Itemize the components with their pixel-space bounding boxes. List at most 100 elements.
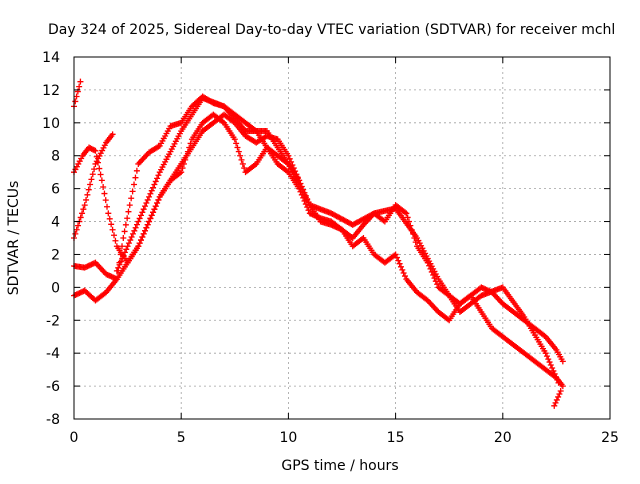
y-tick-label: -2 bbox=[46, 313, 60, 329]
y-tick-label: 0 bbox=[51, 280, 60, 296]
data-point bbox=[131, 227, 138, 234]
y-tick-label: -8 bbox=[46, 412, 60, 428]
data-point bbox=[133, 221, 140, 228]
data-point bbox=[138, 212, 144, 219]
data-point bbox=[541, 332, 548, 339]
data-point bbox=[92, 160, 99, 167]
data-point bbox=[77, 78, 84, 85]
data-point bbox=[88, 176, 95, 183]
data-point bbox=[305, 207, 312, 214]
x-tick-label: 0 bbox=[70, 430, 79, 446]
data-point bbox=[396, 260, 403, 267]
data-point bbox=[180, 160, 187, 167]
data-point bbox=[241, 165, 248, 172]
data-point bbox=[285, 152, 292, 159]
data-point bbox=[547, 362, 554, 369]
data-point bbox=[154, 200, 161, 207]
data-point bbox=[401, 209, 408, 216]
data-point bbox=[183, 152, 190, 159]
data-point bbox=[403, 210, 410, 217]
data-point bbox=[100, 144, 107, 151]
y-tick-label: 8 bbox=[51, 149, 60, 165]
data-point bbox=[122, 221, 129, 228]
data-point bbox=[444, 316, 451, 323]
data-point bbox=[399, 266, 406, 273]
data-point bbox=[146, 218, 153, 225]
data-point bbox=[559, 358, 566, 365]
data-point bbox=[143, 200, 150, 207]
data-point bbox=[150, 184, 157, 191]
data-point bbox=[182, 156, 189, 163]
data-point bbox=[135, 218, 142, 225]
data-point bbox=[301, 197, 308, 204]
data-point bbox=[404, 214, 411, 221]
data-point bbox=[184, 148, 191, 155]
data-point bbox=[108, 221, 115, 228]
plot-frame bbox=[73, 56, 611, 420]
data-point bbox=[125, 240, 132, 247]
data-point bbox=[125, 208, 132, 215]
y-tick-label: -4 bbox=[46, 346, 60, 362]
data-point bbox=[284, 168, 291, 175]
data-point bbox=[556, 390, 563, 397]
x-tick-label: 10 bbox=[279, 430, 297, 446]
x-tick-label: 25 bbox=[601, 430, 619, 446]
y-tick-label: 14 bbox=[42, 50, 60, 66]
data-point bbox=[238, 156, 245, 163]
data-point bbox=[155, 196, 162, 203]
data-point bbox=[123, 246, 130, 253]
data-point bbox=[104, 203, 111, 210]
data-point bbox=[554, 376, 561, 383]
data-point bbox=[139, 233, 146, 240]
data-point bbox=[100, 183, 107, 190]
data-point bbox=[543, 353, 550, 360]
data-point bbox=[397, 263, 404, 270]
data-point bbox=[555, 379, 562, 386]
data-point bbox=[132, 224, 139, 231]
data-point bbox=[91, 147, 98, 154]
data-point bbox=[116, 261, 123, 268]
data-point bbox=[147, 190, 154, 197]
data-point bbox=[545, 356, 552, 363]
data-point bbox=[80, 206, 87, 213]
data-point bbox=[97, 150, 104, 157]
data-point bbox=[99, 147, 106, 154]
data-point bbox=[96, 152, 103, 159]
data-point bbox=[150, 209, 157, 216]
data-point bbox=[552, 399, 559, 406]
data-point bbox=[113, 267, 120, 274]
x-tick-label: 5 bbox=[177, 430, 186, 446]
data-point bbox=[219, 118, 226, 125]
data-point bbox=[555, 393, 562, 400]
data-point bbox=[144, 196, 151, 203]
y-tick-label: 2 bbox=[51, 247, 60, 263]
y-tick-label: 6 bbox=[51, 182, 60, 198]
data-point bbox=[75, 222, 82, 229]
data-point bbox=[109, 226, 116, 233]
data-point bbox=[121, 249, 128, 256]
data-point bbox=[97, 171, 104, 178]
series-track-1 bbox=[71, 78, 84, 110]
data-point bbox=[400, 269, 407, 276]
data-point bbox=[186, 144, 193, 151]
data-point bbox=[120, 252, 127, 259]
x-axis-label: GPS time / hours bbox=[281, 458, 398, 474]
data-point bbox=[148, 212, 155, 219]
data-point bbox=[557, 388, 564, 395]
series-track-5 bbox=[71, 111, 566, 390]
data-point bbox=[124, 215, 131, 222]
series-track-6 bbox=[113, 95, 562, 386]
data-point bbox=[430, 272, 437, 279]
data-point bbox=[237, 152, 244, 159]
data-point bbox=[132, 174, 139, 181]
data-point bbox=[231, 136, 238, 143]
data-point bbox=[136, 240, 143, 247]
data-point bbox=[95, 155, 102, 162]
data-point bbox=[151, 206, 158, 213]
data-point bbox=[73, 226, 80, 233]
data-point bbox=[109, 131, 116, 138]
data-point bbox=[286, 155, 293, 162]
data-point bbox=[155, 143, 162, 150]
data-point bbox=[233, 140, 240, 147]
data-point bbox=[126, 202, 133, 209]
